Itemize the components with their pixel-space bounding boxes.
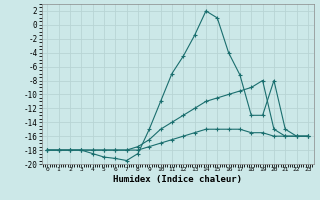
X-axis label: Humidex (Indice chaleur): Humidex (Indice chaleur) xyxy=(113,175,242,184)
